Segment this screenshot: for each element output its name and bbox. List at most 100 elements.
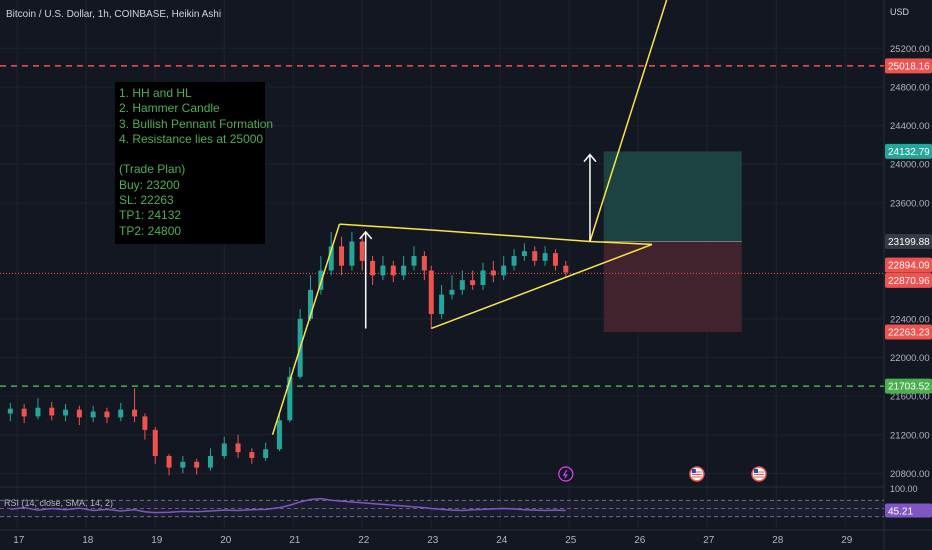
price-badge-label: 22870.96 <box>888 276 930 287</box>
price-badge <box>885 324 932 340</box>
pennant-upper-line <box>339 223 653 246</box>
rsi-value-badge <box>885 503 932 518</box>
trade-plan-line <box>119 147 265 162</box>
candle-up <box>35 407 41 417</box>
candle-down <box>490 270 496 276</box>
price-tick-label: 24000.00 <box>890 160 930 171</box>
candle-down <box>132 409 138 417</box>
candle-up <box>276 420 282 450</box>
candle-down <box>49 407 55 416</box>
price-badge <box>885 234 932 250</box>
price-badge <box>885 257 932 273</box>
rsi-panel: RSI (14, close, SMA, 14, 2) <box>0 497 884 518</box>
breakout-projection-line <box>589 0 668 242</box>
trade-plan-line: 4. Resistance lies at 25000 <box>119 131 264 146</box>
arrow-head <box>359 230 373 240</box>
price-badge <box>885 378 932 394</box>
trade-plan-line: Buy: 23200 <box>119 177 180 192</box>
candle-down <box>370 260 376 276</box>
price-tick-label: 21200.00 <box>890 430 930 441</box>
price-badge-label: 22894.09 <box>888 261 930 272</box>
trade-plan-line: 1. HH and HL <box>119 86 192 100</box>
time-tick-label: 21 <box>289 535 301 546</box>
candle-up <box>411 256 417 266</box>
candle-up <box>118 409 124 418</box>
candle-up <box>287 376 293 421</box>
candle-down <box>552 253 558 266</box>
trade-plan-line: 3. Bullish Pennant Formation <box>119 116 274 131</box>
price-badge <box>885 58 932 74</box>
price-tick-label: 20800.00 <box>890 469 930 480</box>
candle-up <box>90 411 96 418</box>
rsi-axis-tick: 100.00 <box>890 484 918 494</box>
candle-up <box>318 270 324 290</box>
time-tick-label: 20 <box>220 535 232 546</box>
trade-plan-line: SL: 22263 <box>119 193 174 208</box>
candle-up <box>380 265 386 276</box>
price-badge <box>885 143 932 159</box>
price-tick-label: 22000.00 <box>890 353 930 364</box>
rsi-value-label: 45.21 <box>888 506 913 517</box>
target-zone <box>603 151 742 242</box>
lightning-glyph <box>562 469 568 479</box>
candle-down <box>359 241 365 261</box>
candle-down <box>21 408 27 417</box>
chart-title: Bitcoin / U.S. Dollar, 1h, COINBASE, Hei… <box>6 9 222 20</box>
price-axis[interactable]: 100.00 45.21 25200.00 24800.00 24400.00 24000… <box>885 44 932 518</box>
price-tick-label: 24800.00 <box>890 82 930 93</box>
candle-down <box>470 280 476 286</box>
flag-canton <box>754 469 758 473</box>
candle-up <box>7 408 13 414</box>
price-tick-label: 25200.00 <box>890 44 930 55</box>
price-badge-label: 21703.52 <box>888 382 930 393</box>
flagpole-line <box>271 223 341 435</box>
candle-up <box>439 294 445 314</box>
candle-down <box>235 443 241 453</box>
event-markers[interactable] <box>558 466 767 482</box>
candle-down <box>421 256 427 271</box>
trade-plan-line: (Trade Plan) <box>119 162 186 177</box>
candle-down <box>563 265 569 273</box>
candle-up <box>401 265 407 276</box>
horizontal-lines <box>0 65 884 387</box>
trade-plan-line: TP1: 24132 <box>119 208 182 223</box>
time-tick-label: 19 <box>151 535 163 546</box>
candles <box>7 231 569 476</box>
lightning-icon[interactable] <box>558 466 574 482</box>
candle-up <box>501 265 507 276</box>
pennant-lower-line <box>430 243 653 330</box>
time-tick-label: 29 <box>841 535 853 546</box>
trade-plan-line: TP2: 24800 <box>119 223 182 238</box>
price-tick-label: 24400.00 <box>890 121 930 132</box>
price-badge <box>885 272 932 288</box>
candle-up <box>308 289 313 319</box>
candle-up <box>63 409 69 416</box>
flag-canton <box>691 469 696 473</box>
candle-up <box>521 251 527 257</box>
candle-down <box>194 461 200 468</box>
time-tick-label: 22 <box>358 535 370 546</box>
candle-down <box>142 416 148 430</box>
candle-down <box>76 409 82 418</box>
time-tick-label: 26 <box>634 535 646 546</box>
time-tick-label: 23 <box>427 535 439 546</box>
candle-up <box>449 289 455 295</box>
time-axis[interactable]: 17 18 19 20 21 22 23 24 25 26 27 28 29 <box>13 535 853 546</box>
arrow-head <box>583 153 597 163</box>
time-tick-label: 28 <box>772 535 784 546</box>
candle-down <box>428 270 434 314</box>
candle-up <box>459 280 465 290</box>
candle-up <box>207 456 213 468</box>
rsi-indicator-label: RSI (14, close, SMA, 14, 2) <box>4 498 113 508</box>
time-tick-label: 17 <box>13 535 25 546</box>
trade-plan-line: 2. Hammer Candle <box>119 101 220 116</box>
candle-down <box>339 246 345 266</box>
price-badge-label: 25018.16 <box>888 61 930 72</box>
price-tick-label: 22400.00 <box>890 314 930 325</box>
rsi-line <box>10 497 566 514</box>
trade-plan-note[interactable]: 1. HH and HL 2. Hammer Candle 3. Bullish P… <box>115 82 274 244</box>
time-tick-label: 25 <box>565 535 577 546</box>
currency-label[interactable]: USD <box>890 7 910 17</box>
